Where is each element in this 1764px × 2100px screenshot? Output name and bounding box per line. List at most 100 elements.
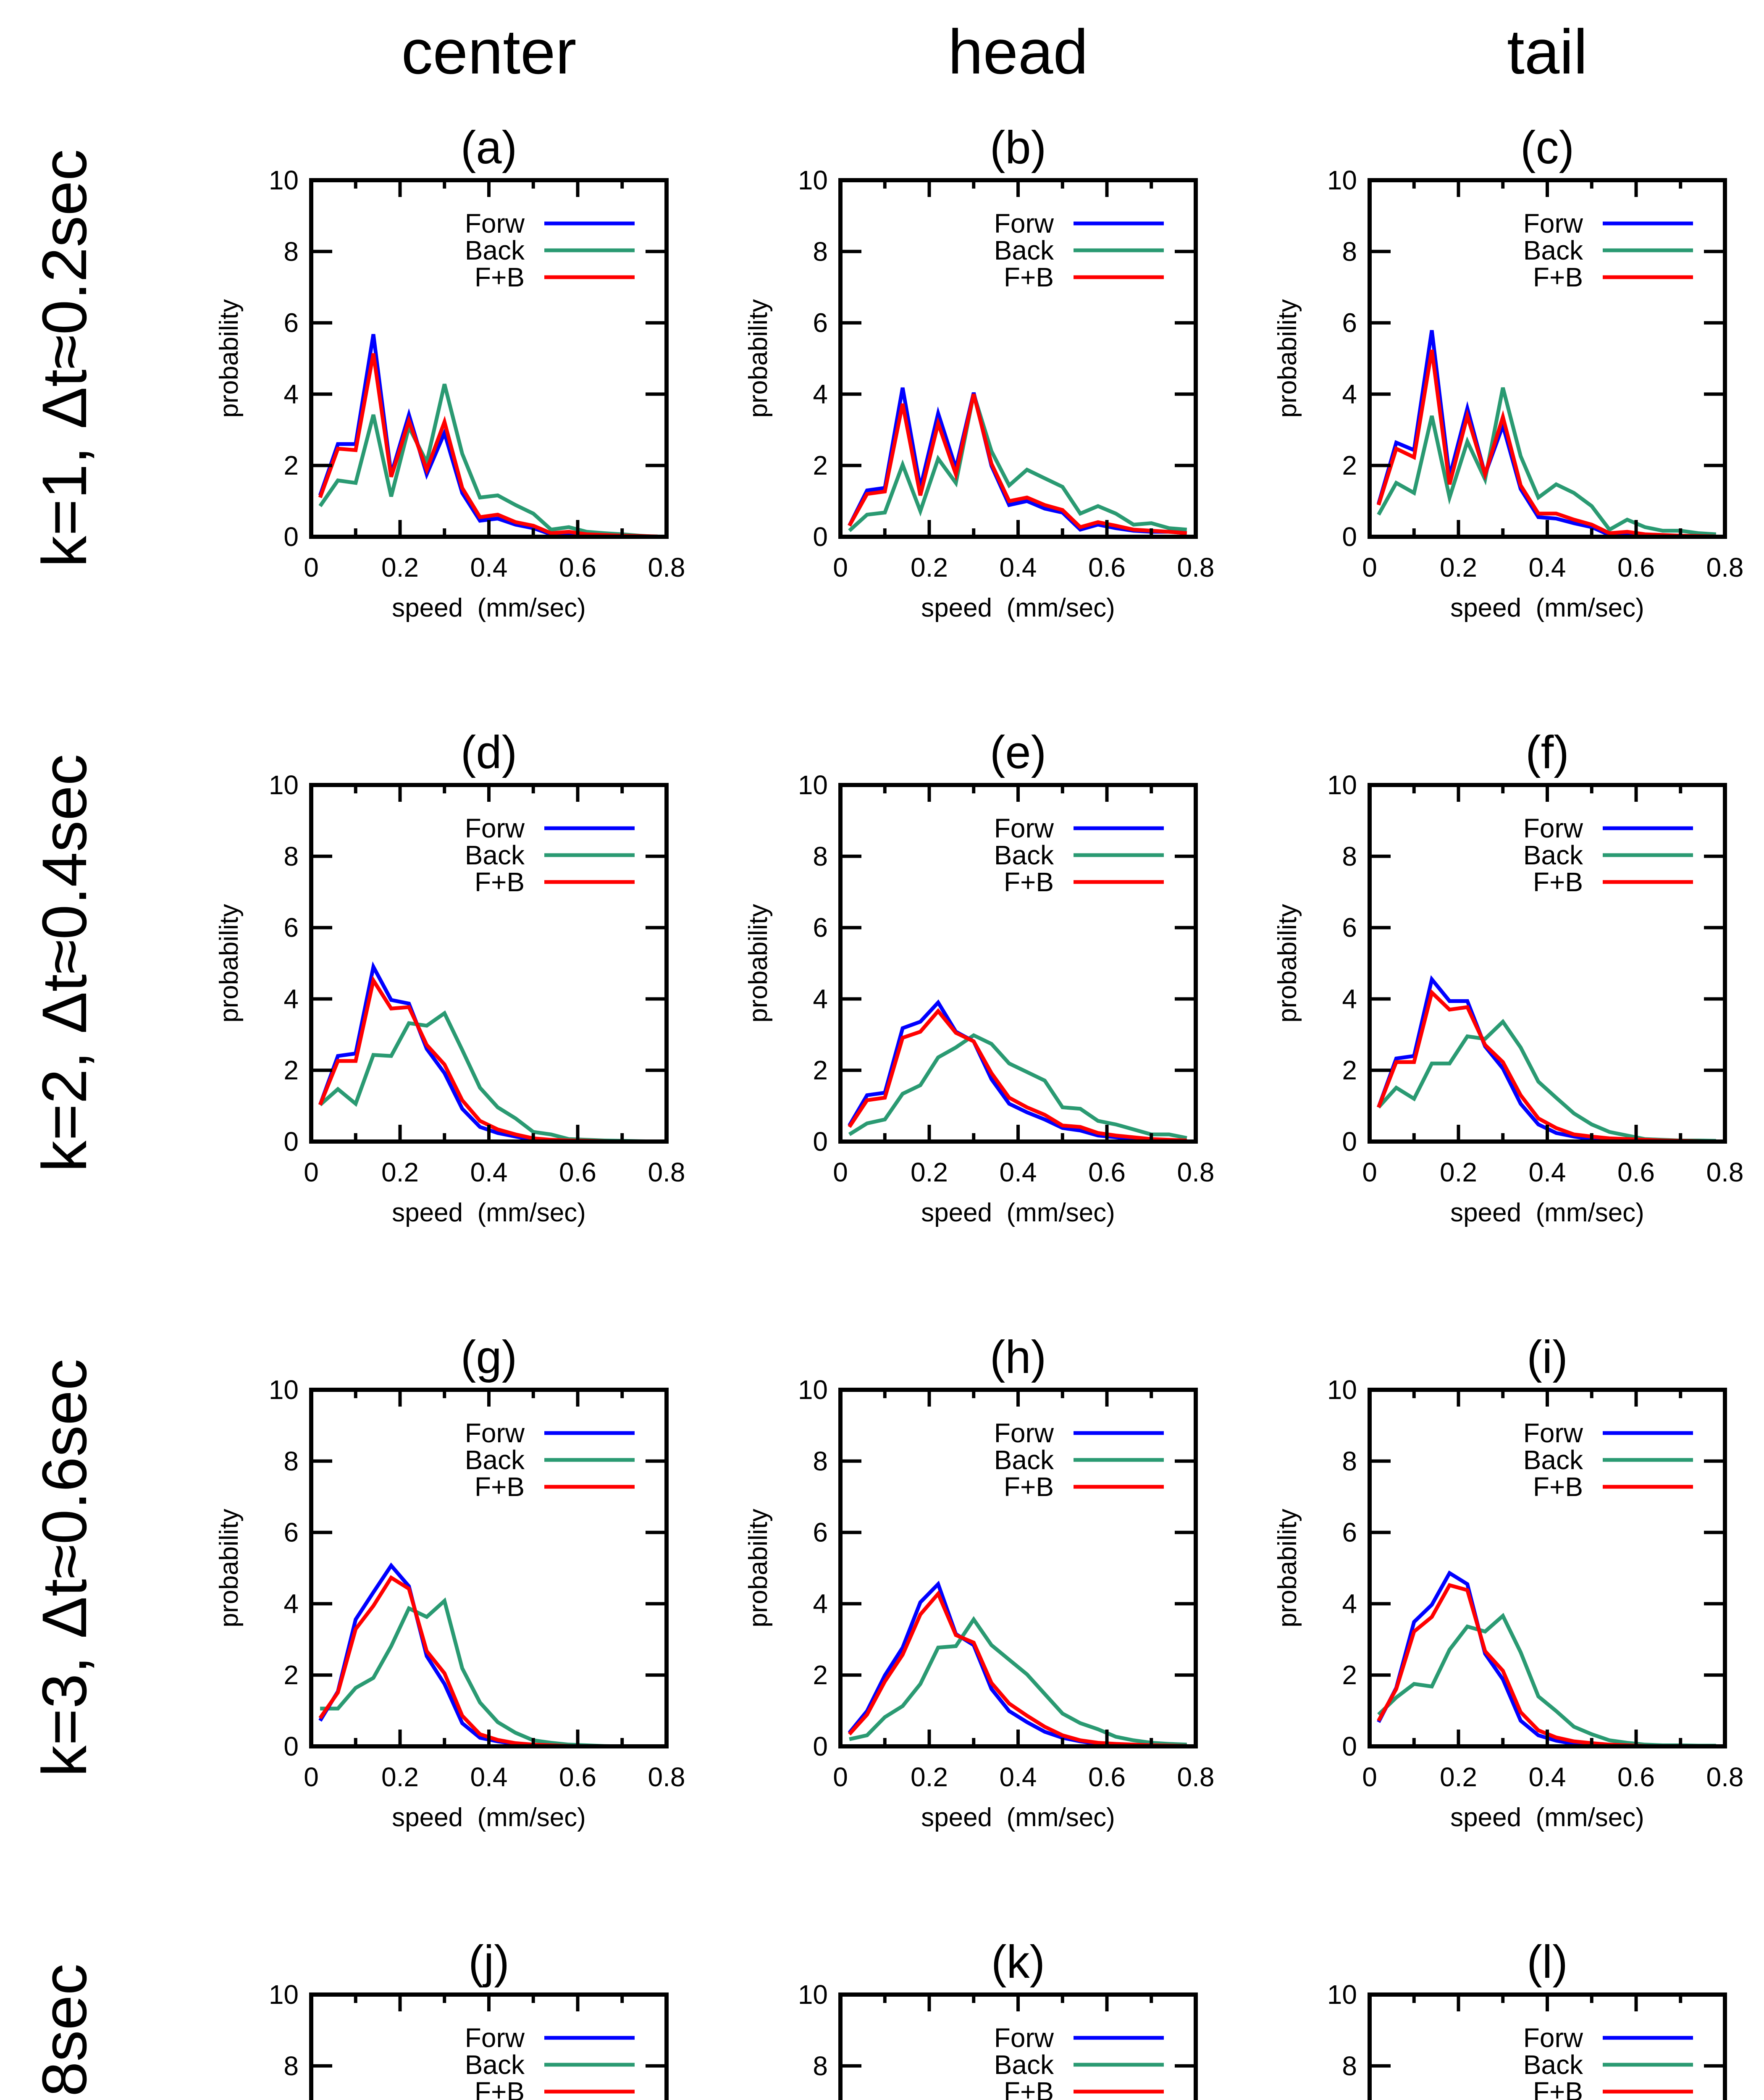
y-tick-label: 10 bbox=[1327, 1979, 1357, 2010]
x-axis-label: speed (mm/sec) bbox=[1450, 1198, 1644, 1227]
legend-label: F+B bbox=[1004, 867, 1054, 897]
y-tick-label: 4 bbox=[284, 379, 299, 409]
legend-label: Forw bbox=[465, 2023, 525, 2053]
x-axis-label: speed (mm/sec) bbox=[921, 1803, 1115, 1832]
legend-label: Forw bbox=[1523, 2023, 1583, 2053]
series-line-forw bbox=[848, 999, 1187, 1144]
x-tick-label: 0.6 bbox=[1617, 1762, 1655, 1792]
x-tick-label: 0.6 bbox=[1617, 1157, 1655, 1187]
legend-label: Forw bbox=[994, 813, 1054, 843]
legend-label: Forw bbox=[994, 2023, 1054, 2053]
y-tick-label: 0 bbox=[1342, 1126, 1357, 1157]
legend-label: F+B bbox=[1533, 1472, 1583, 1502]
column-header-head: head bbox=[948, 16, 1088, 87]
x-tick-label: 0.4 bbox=[1000, 552, 1037, 583]
panel-label: (f) bbox=[1525, 727, 1569, 778]
y-tick-label: 10 bbox=[798, 1979, 828, 2010]
y-axis-label: probability bbox=[744, 299, 773, 418]
x-tick-label: 0 bbox=[304, 552, 319, 583]
y-tick-label: 4 bbox=[1342, 379, 1357, 409]
x-tick-label: 0.4 bbox=[1529, 552, 1566, 583]
x-tick-label: 0.2 bbox=[381, 552, 419, 583]
x-tick-label: 0.8 bbox=[648, 1157, 685, 1187]
y-tick-label: 4 bbox=[813, 379, 828, 409]
legend-label: Back bbox=[994, 2050, 1054, 2080]
row-label-k4: k=4, Δt≈0.8sec bbox=[29, 1964, 100, 2100]
x-tick-label: 0 bbox=[833, 1762, 848, 1792]
x-tick-label: 0 bbox=[304, 1157, 319, 1187]
y-tick-label: 4 bbox=[813, 984, 828, 1014]
x-axis-label: speed (mm/sec) bbox=[1450, 593, 1644, 622]
x-tick-label: 0.2 bbox=[911, 1157, 948, 1187]
series-line-back bbox=[849, 1616, 1187, 1747]
y-tick-label: 0 bbox=[284, 1731, 299, 1761]
panel-label: (a) bbox=[461, 122, 517, 173]
y-tick-label: 0 bbox=[1342, 522, 1357, 552]
series-line-back bbox=[848, 394, 1187, 532]
y-tick-label: 8 bbox=[284, 1446, 299, 1476]
series-line-fplusb bbox=[318, 1575, 658, 1748]
x-tick-label: 0.4 bbox=[470, 1157, 508, 1187]
x-tick-label: 0.8 bbox=[1706, 1762, 1744, 1792]
x-tick-label: 0 bbox=[304, 1762, 319, 1792]
y-tick-label: 6 bbox=[1342, 913, 1357, 943]
panel-c: (c) 0 0.2 0.4 0.6 0.8 0 2 4 6 8 10 speed (mm/sec) pro… bbox=[1273, 122, 1743, 622]
x-tick-label: 0.8 bbox=[1706, 1157, 1744, 1187]
x-tick-label: 0.2 bbox=[381, 1157, 419, 1187]
legend-label: Forw bbox=[994, 1418, 1054, 1448]
y-axis-label: probability bbox=[1273, 1509, 1302, 1628]
y-tick-label: 8 bbox=[1342, 2051, 1357, 2081]
panel-f: (f) 0 0.2 0.4 0.6 0.8 0 2 4 6 8 10 speed (mm/sec) pro… bbox=[1273, 727, 1743, 1227]
x-tick-label: 0.4 bbox=[1000, 1157, 1037, 1187]
legend-label: F+B bbox=[475, 867, 525, 897]
y-tick-label: 0 bbox=[1342, 1731, 1357, 1761]
x-tick-label: 0.2 bbox=[911, 1762, 948, 1792]
x-tick-label: 0 bbox=[1362, 1762, 1377, 1792]
y-tick-label: 2 bbox=[284, 450, 299, 480]
legend-label: Forw bbox=[1523, 208, 1583, 239]
x-tick-label: 0 bbox=[1362, 552, 1377, 583]
legend-label: Forw bbox=[1523, 813, 1583, 843]
y-tick-label: 2 bbox=[284, 1055, 299, 1085]
series-line-back bbox=[318, 383, 658, 539]
x-axis-label: speed (mm/sec) bbox=[392, 1803, 586, 1832]
y-tick-label: 4 bbox=[813, 1588, 828, 1619]
x-tick-label: 0.8 bbox=[1177, 1157, 1215, 1187]
column-header-center: center bbox=[402, 16, 577, 87]
y-tick-label: 0 bbox=[284, 1126, 299, 1157]
y-tick-label: 10 bbox=[269, 1979, 299, 2010]
y-tick-label: 0 bbox=[813, 522, 828, 552]
y-axis-label: probability bbox=[215, 299, 244, 418]
x-axis-label: speed (mm/sec) bbox=[392, 593, 586, 622]
row-label-k2: k=2, Δt≈0.4sec bbox=[29, 754, 100, 1172]
series-line-fplusb bbox=[848, 1008, 1187, 1142]
series-line-fplusb bbox=[848, 1590, 1187, 1748]
legend-label: Back bbox=[1523, 1445, 1583, 1475]
y-axis-label: probability bbox=[1273, 299, 1302, 418]
x-tick-label: 0.6 bbox=[1617, 552, 1655, 583]
y-tick-label: 10 bbox=[798, 770, 828, 800]
legend-label: Back bbox=[994, 235, 1054, 265]
y-tick-label: 2 bbox=[813, 450, 828, 480]
x-tick-label: 0.4 bbox=[1529, 1157, 1566, 1187]
x-tick-label: 0.2 bbox=[381, 1762, 419, 1792]
legend-label: F+B bbox=[1533, 2076, 1583, 2100]
y-tick-label: 6 bbox=[284, 308, 299, 338]
x-tick-label: 0.6 bbox=[559, 1157, 596, 1187]
panel-label: (j) bbox=[468, 1936, 509, 1988]
y-tick-label: 8 bbox=[284, 2051, 299, 2081]
y-axis-label: probability bbox=[744, 1509, 773, 1628]
y-tick-label: 8 bbox=[1342, 841, 1357, 872]
y-tick-label: 8 bbox=[813, 1446, 828, 1476]
panel-label: (d) bbox=[461, 727, 517, 778]
panel-e: (e) 0 0.2 0.4 0.6 0.8 0 2 4 6 8 10 speed (mm/sec) pro… bbox=[744, 727, 1214, 1227]
legend-label: F+B bbox=[1004, 1472, 1054, 1502]
panel-label: (e) bbox=[990, 727, 1046, 778]
legend-label: F+B bbox=[475, 262, 525, 292]
panel-label: (c) bbox=[1520, 122, 1574, 173]
x-tick-label: 0.6 bbox=[1088, 1157, 1126, 1187]
x-axis-label: speed (mm/sec) bbox=[921, 593, 1115, 622]
x-tick-label: 0.4 bbox=[1000, 1762, 1037, 1792]
